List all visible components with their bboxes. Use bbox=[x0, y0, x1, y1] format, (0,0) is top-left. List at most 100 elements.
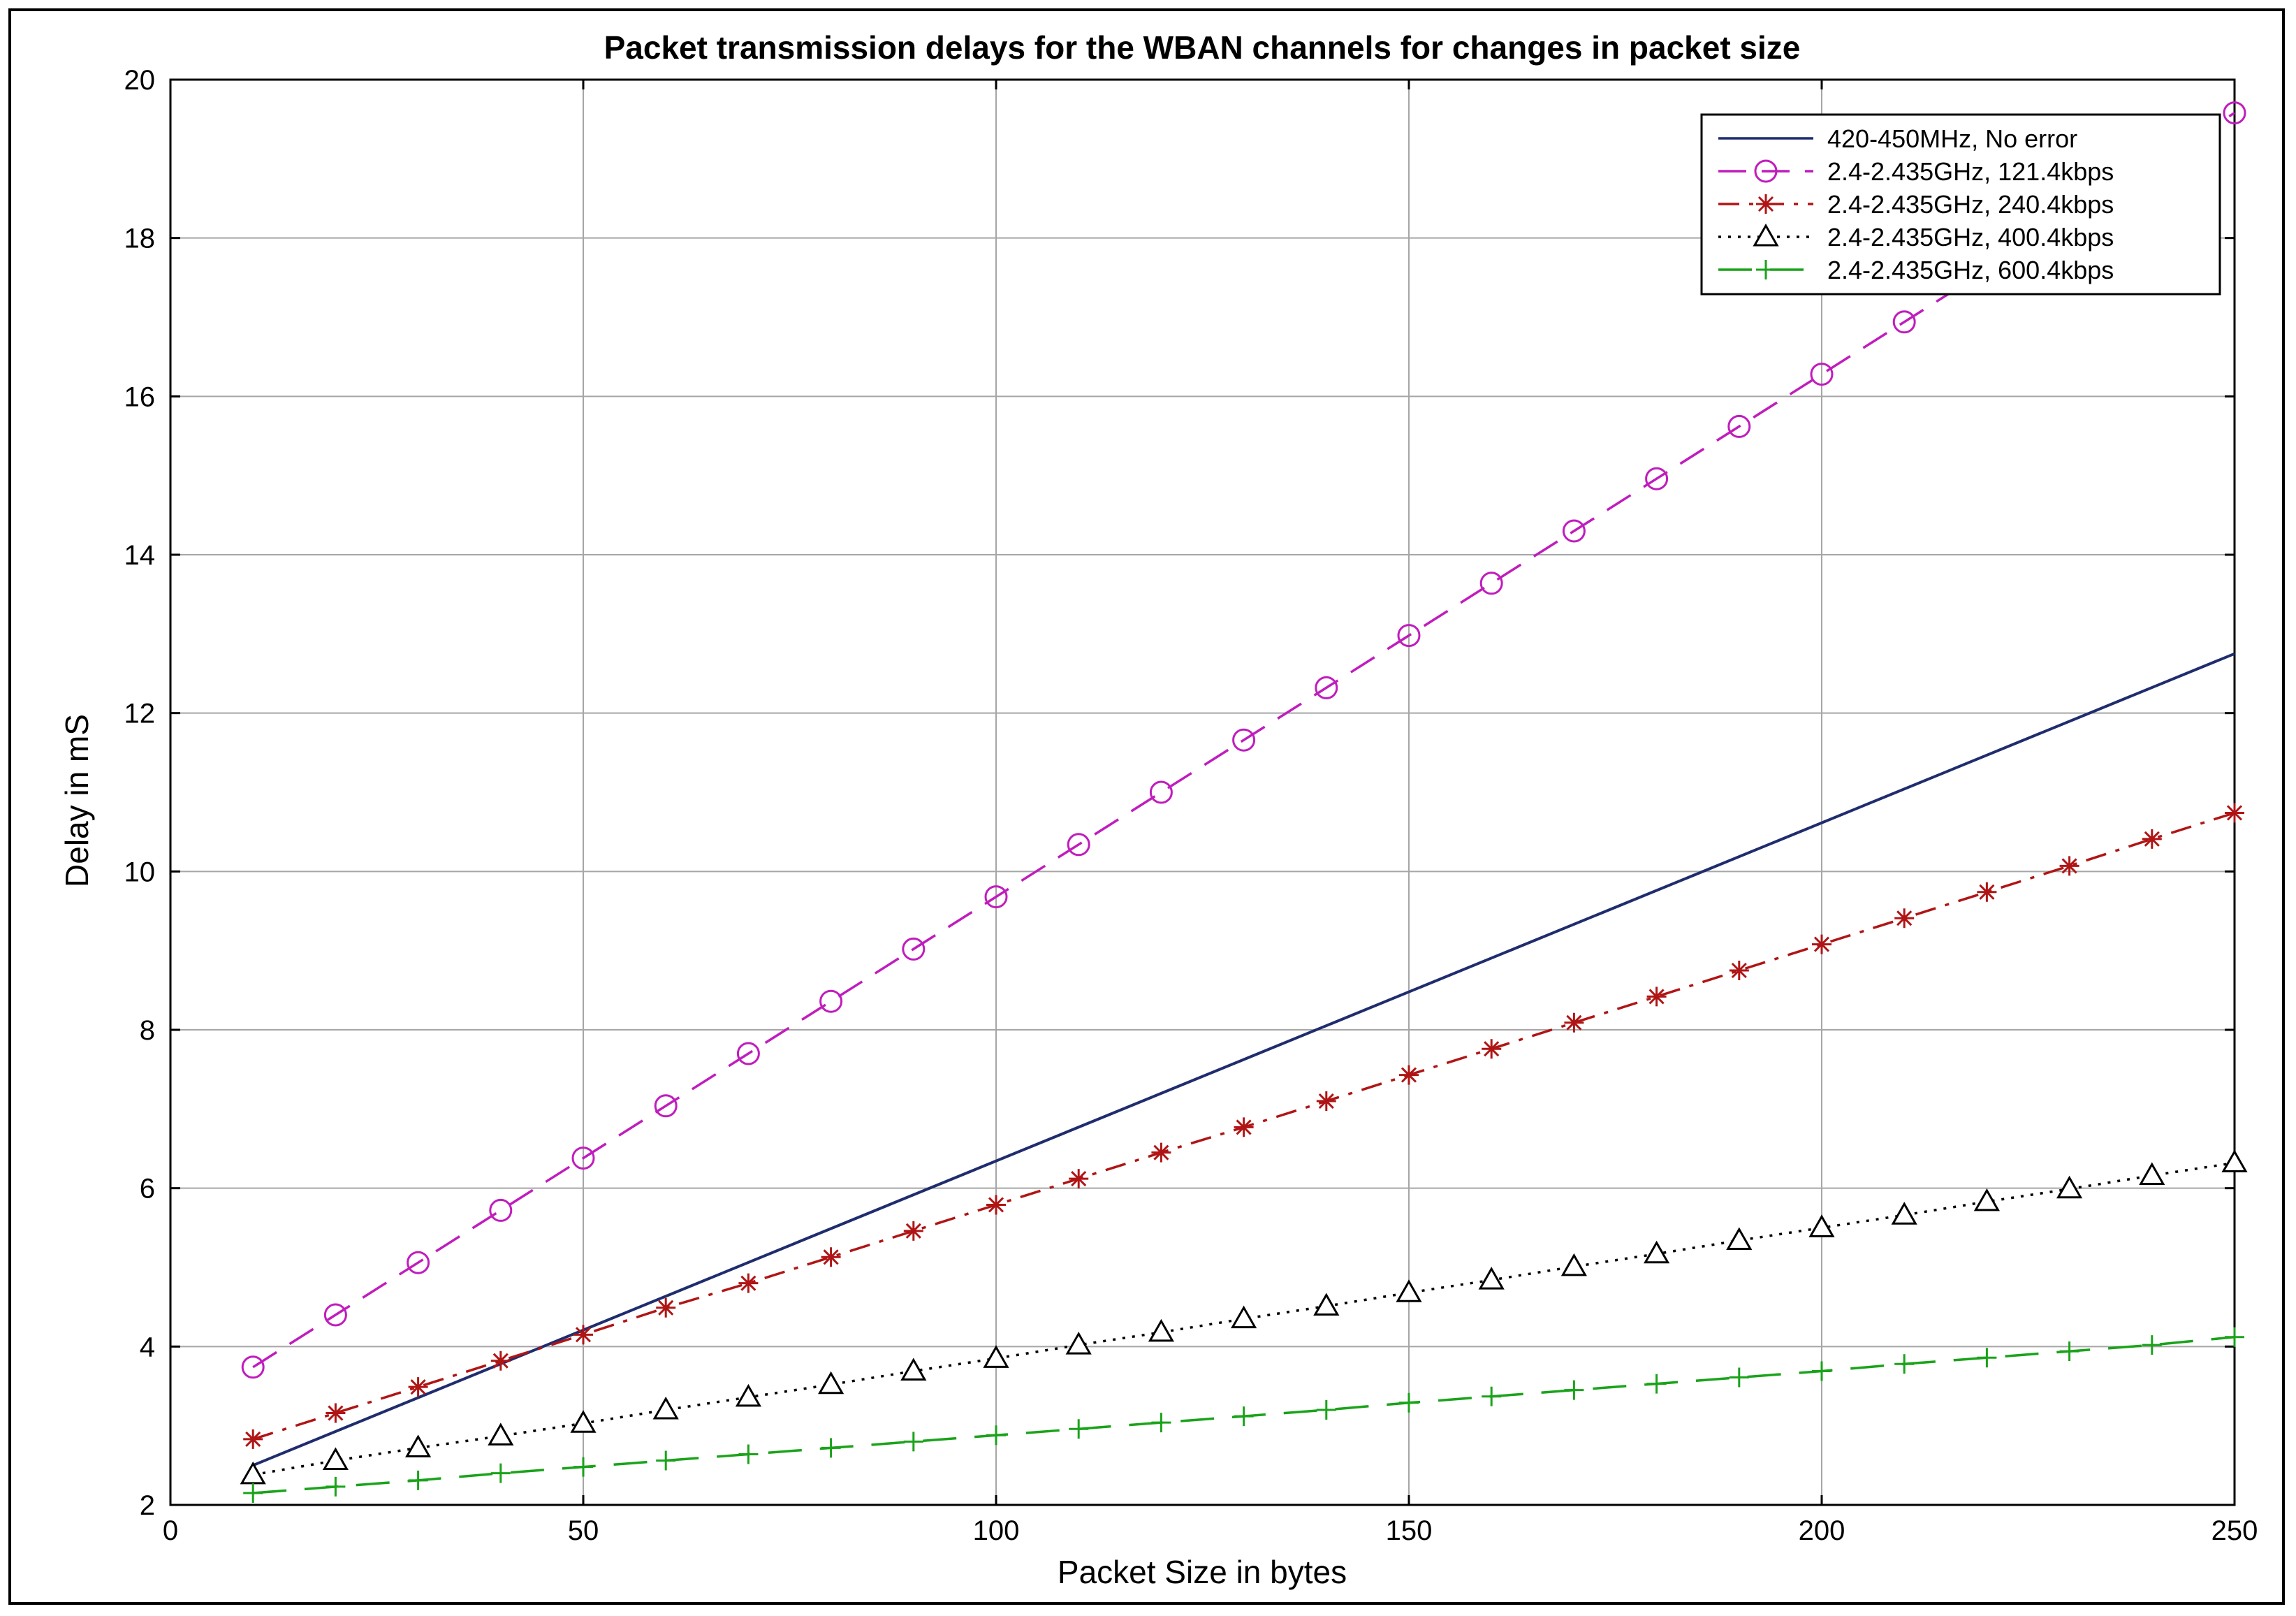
y-tick-label: 10 bbox=[124, 857, 156, 887]
data-point bbox=[735, 1383, 761, 1407]
data-point bbox=[1564, 1380, 1584, 1400]
y-axis-label: Delay in mS bbox=[59, 714, 95, 887]
data-point bbox=[1977, 882, 1997, 902]
data-point bbox=[1316, 1091, 1336, 1111]
legend-box bbox=[1700, 113, 2221, 296]
y-tick-label: 16 bbox=[124, 381, 156, 412]
x-axis-label: Packet Size in bytes bbox=[1058, 1554, 1347, 1590]
data-point bbox=[1399, 1065, 1419, 1085]
data-point bbox=[1313, 1293, 1340, 1316]
x-tick-label: 100 bbox=[973, 1515, 1020, 1546]
legend-label: 2.4-2.435GHz, 400.4kbps bbox=[1827, 223, 2114, 252]
legend: 420-450MHz, No error 2.4-2.435GHz, 121.4k… bbox=[1700, 113, 2221, 296]
data-point bbox=[903, 1221, 923, 1241]
data-point bbox=[1232, 728, 1256, 752]
data-point bbox=[1234, 1406, 1254, 1427]
data-point bbox=[2059, 1341, 2079, 1362]
data-point bbox=[1396, 1279, 1422, 1302]
data-point bbox=[983, 1345, 1009, 1368]
legend-label: 420-450MHz, No error bbox=[1827, 124, 2077, 153]
data-point bbox=[2225, 803, 2244, 823]
data-point bbox=[326, 1476, 346, 1497]
data-point bbox=[652, 1396, 679, 1420]
data-point bbox=[1894, 1354, 1915, 1374]
legend-label: 2.4-2.435GHz, 600.4kbps bbox=[1827, 256, 2114, 284]
x-tick-label: 0 bbox=[163, 1515, 178, 1546]
legend-marker bbox=[1754, 159, 1778, 183]
data-point bbox=[818, 1371, 844, 1395]
y-tick-label: 14 bbox=[124, 540, 156, 571]
data-point bbox=[1315, 676, 1338, 699]
data-point bbox=[1891, 1202, 1917, 1225]
data-point bbox=[243, 1483, 263, 1503]
series-line bbox=[252, 652, 2235, 1467]
data-point bbox=[1067, 833, 1090, 857]
data-point bbox=[821, 1247, 841, 1267]
data-point bbox=[408, 1377, 428, 1397]
data-point bbox=[241, 1355, 265, 1379]
data-point bbox=[570, 1410, 597, 1433]
chart-title: Packet transmission delays for the WBAN … bbox=[604, 29, 1801, 66]
data-point bbox=[1729, 961, 1749, 980]
data-point bbox=[1645, 467, 1669, 490]
data-point bbox=[490, 1463, 511, 1483]
x-tick-label: 150 bbox=[1386, 1515, 1433, 1546]
data-point bbox=[1977, 1348, 1997, 1368]
data-point bbox=[1149, 780, 1173, 804]
data-point bbox=[408, 1470, 428, 1490]
data-point bbox=[986, 1195, 1006, 1215]
legend-label: 2.4-2.435GHz, 240.4kbps bbox=[1827, 190, 2114, 219]
legend-marker bbox=[1756, 194, 1776, 214]
plot-area bbox=[169, 78, 2236, 1506]
data-point bbox=[738, 1444, 759, 1464]
series-1 bbox=[252, 652, 2235, 1467]
data-point bbox=[2059, 856, 2079, 876]
data-point bbox=[1894, 908, 1915, 929]
legend-entry: 2.4-2.435GHz, 400.4kbps bbox=[1718, 223, 2114, 252]
data-point bbox=[1810, 363, 1834, 386]
data-point bbox=[900, 1357, 927, 1381]
legend-label: 2.4-2.435GHz, 121.4kbps bbox=[1827, 157, 2114, 186]
data-point bbox=[1148, 1318, 1174, 1342]
data-point bbox=[240, 1461, 266, 1485]
data-point bbox=[571, 1147, 595, 1170]
data-point bbox=[986, 1425, 1006, 1446]
y-tick-label: 2 bbox=[140, 1490, 155, 1521]
data-point bbox=[1069, 1169, 1089, 1189]
data-point bbox=[573, 1325, 593, 1345]
data-point bbox=[1560, 1253, 1587, 1276]
data-point bbox=[1151, 1413, 1171, 1433]
data-point bbox=[1234, 1117, 1254, 1137]
data-point bbox=[738, 1273, 759, 1293]
data-point bbox=[984, 885, 1008, 909]
legend-entry: 420-450MHz, No error bbox=[1718, 124, 2077, 153]
x-tick-label: 50 bbox=[568, 1515, 599, 1546]
data-point bbox=[405, 1434, 432, 1457]
data-point bbox=[488, 1422, 514, 1446]
y-tick-label: 12 bbox=[124, 699, 156, 729]
y-tick-label: 20 bbox=[124, 65, 156, 96]
series-5 bbox=[243, 1327, 2244, 1503]
data-point bbox=[2056, 1175, 2083, 1199]
data-point bbox=[736, 1042, 760, 1065]
series-3 bbox=[243, 803, 2244, 1449]
data-point bbox=[656, 1450, 676, 1471]
data-point bbox=[821, 1438, 841, 1458]
data-point bbox=[322, 1447, 349, 1471]
data-point bbox=[1069, 1419, 1089, 1439]
data-point bbox=[243, 1429, 263, 1449]
data-point bbox=[1646, 987, 1667, 1007]
data-point bbox=[819, 989, 843, 1013]
data-point bbox=[1231, 1305, 1257, 1329]
legend-marker bbox=[1753, 223, 1779, 247]
axis-ticks: 0 50 100 150 200 250 2 4 6 8 10 12 14 16 18 20 bbox=[124, 65, 2258, 1546]
series-line bbox=[252, 112, 2235, 1369]
data-point bbox=[1812, 1361, 1831, 1381]
y-tick-label: 8 bbox=[140, 1015, 155, 1046]
data-point bbox=[407, 1251, 430, 1274]
data-point bbox=[1729, 1367, 1749, 1388]
y-tick-label: 4 bbox=[140, 1332, 155, 1362]
data-point bbox=[1644, 1240, 1670, 1264]
data-point bbox=[902, 937, 926, 961]
data-point bbox=[326, 1403, 346, 1423]
